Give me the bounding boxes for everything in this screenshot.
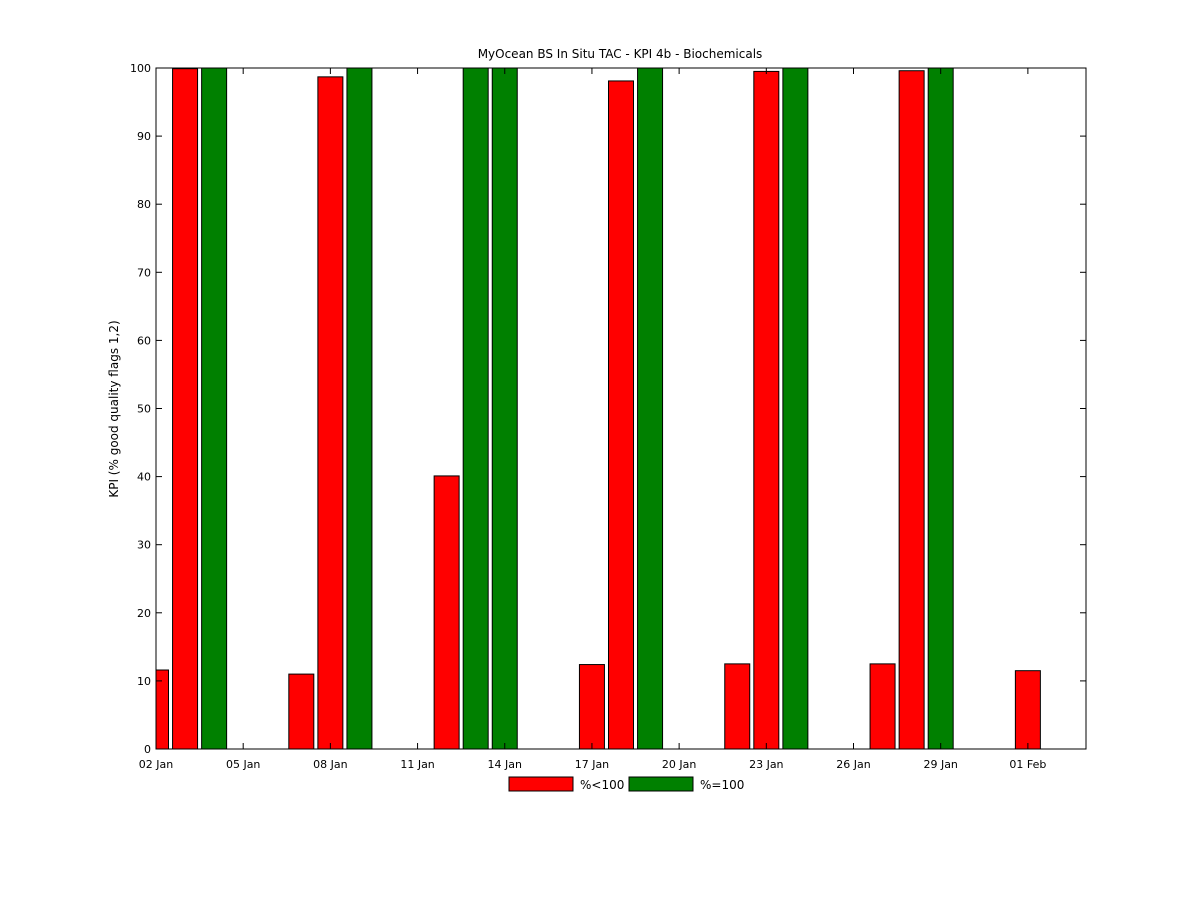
legend-swatch-eq100	[628, 776, 694, 792]
bar-lt100-7	[724, 663, 751, 750]
y-tick-label: 0	[144, 743, 151, 756]
bar-eq100-3	[491, 67, 518, 750]
x-tick-label: 26 Jan	[836, 758, 870, 771]
y-tick-label: 40	[137, 471, 151, 484]
x-tick-label: 01 Feb	[1009, 758, 1046, 771]
bar-lt100-5	[578, 664, 605, 750]
plot-frame	[155, 67, 1087, 750]
x-ticks: 02 Jan 05 Jan 08 Jan 11 Jan 14 Jan 17 Jan 20 J…	[139, 68, 1046, 771]
bar-lt100-0	[155, 669, 169, 750]
y-tick-label: 80	[137, 198, 151, 211]
bar-lt100-8	[753, 70, 780, 750]
bar-lt100-1	[172, 68, 199, 750]
legend: %<100 %=100	[508, 776, 744, 792]
bar-lt100-3	[317, 76, 344, 750]
bars-layer	[155, 67, 1041, 750]
bar-eq100-0	[201, 67, 228, 750]
x-tick-label: 20 Jan	[662, 758, 696, 771]
x-tick-label: 05 Jan	[226, 758, 260, 771]
y-tick-label: 10	[137, 675, 151, 688]
chart-title: MyOcean BS In Situ TAC - KPI 4b - Bioche…	[478, 47, 763, 61]
y-axis-label: KPI (% good quality flags 1,2)	[107, 320, 121, 497]
x-tick-label: 02 Jan	[139, 758, 173, 771]
y-tick-label: 20	[137, 607, 151, 620]
y-tick-label: 30	[137, 539, 151, 552]
x-tick-label: 08 Jan	[313, 758, 347, 771]
bar-eq100-6	[927, 67, 954, 750]
x-tick-label: 17 Jan	[575, 758, 609, 771]
x-tick-label: 11 Jan	[400, 758, 434, 771]
bar-eq100-4	[637, 67, 664, 750]
y-tick-label: 100	[130, 62, 151, 75]
bar-lt100-10	[898, 70, 925, 750]
bar-lt100-4	[433, 475, 460, 750]
y-tick-label: 50	[137, 403, 151, 416]
x-tick-label: 14 Jan	[488, 758, 522, 771]
y-tick-label: 70	[137, 266, 151, 279]
y-tick-label: 90	[137, 130, 151, 143]
y-tick-label: 60	[137, 334, 151, 347]
bar-eq100-2	[462, 67, 489, 750]
bar-lt100-11	[1014, 670, 1041, 750]
bar-eq100-5	[782, 67, 809, 750]
bar-lt100-2	[288, 673, 315, 750]
legend-swatch-lt100	[508, 776, 574, 792]
bar-lt100-6	[608, 80, 634, 750]
x-tick-label: 29 Jan	[923, 758, 957, 771]
bar-eq100-1	[346, 67, 373, 750]
bar-lt100-9	[869, 663, 896, 750]
legend-label-lt100: %<100	[580, 778, 624, 792]
legend-label-eq100: %=100	[700, 778, 744, 792]
x-tick-label: 23 Jan	[749, 758, 783, 771]
